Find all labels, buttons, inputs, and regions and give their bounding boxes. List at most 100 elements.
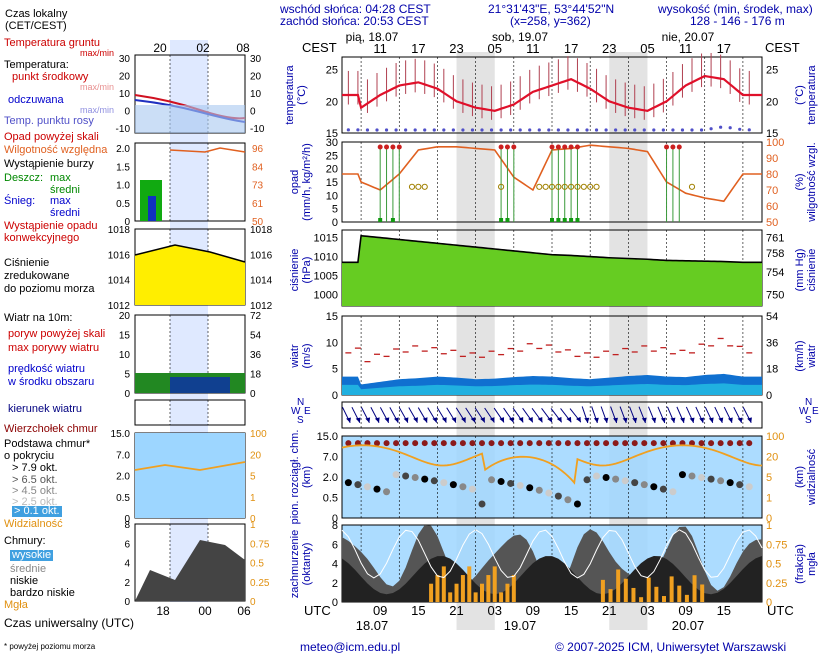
legend-temp-ground: Temperatura gruntu <box>4 37 100 49</box>
wind-arrow-head <box>422 417 428 423</box>
wind-arrow-head <box>747 417 752 423</box>
wind-direction-arrow <box>474 407 486 423</box>
temp-ylabel: temperatura (°C) <box>284 64 308 124</box>
dew-point-dot <box>709 127 713 131</box>
wind-direction-arrow <box>610 406 618 424</box>
wind-arrow-shaft <box>465 407 476 423</box>
cl-ytick: 0 <box>332 597 338 609</box>
legend-prec-tick-l: 0.5 <box>116 199 130 210</box>
footer-email[interactable]: meteo@icm.edu.pl <box>300 640 401 654</box>
cloud-top-dot <box>498 440 505 447</box>
dew-point-dot <box>480 128 484 132</box>
fog-bar <box>435 575 440 602</box>
precip-over-marker <box>511 144 517 150</box>
temp-ylabel-line: (°C) <box>296 85 308 105</box>
storm-marker <box>587 183 594 190</box>
temp-ylabel-right-line: (°C) <box>794 85 806 105</box>
wind-ytick-right: 0 <box>766 390 772 402</box>
legend-pres-tick-l: 1018 <box>108 225 131 236</box>
legend-temp-tick-l: 10 <box>119 89 131 100</box>
legend-prec-tick-r: 61 <box>252 199 264 210</box>
footer-copyright: © 2007-2025 ICM, Uniwersytet Warszawski <box>555 640 787 654</box>
legend-cb-tick-r: 5 <box>250 472 256 483</box>
wind-arrow-shaft <box>569 408 582 423</box>
wind-arrow-shaft <box>455 407 466 423</box>
utc-date: 19.07 <box>504 618 537 633</box>
cloud-base-dot <box>402 472 410 480</box>
humidity-ytick: 60 <box>766 201 778 213</box>
utc-tick: 03 <box>487 603 501 618</box>
wind-arrow-shaft <box>484 407 495 423</box>
wind-direction-arrow <box>341 406 351 424</box>
utc-label-left: UTC <box>304 603 331 618</box>
legend-rain-max: max <box>50 172 71 184</box>
wind-arrow-head <box>680 417 685 423</box>
legend-cl-tick-r: 0.75 <box>250 539 270 550</box>
cloud-low-area <box>342 556 762 602</box>
legend-cl-vlow: bardzo niskie <box>10 587 75 599</box>
legend-local-tick: 02 <box>196 41 210 55</box>
dew-point-dot <box>413 128 417 132</box>
cloud-top-dot <box>412 440 419 447</box>
cloud-base-dot <box>707 475 715 483</box>
wind-direction-arrow <box>446 407 457 423</box>
wind-direction-arrow <box>695 406 705 424</box>
temp-ytick-right: 15 <box>766 128 778 140</box>
legend-wind-tick-r: 72 <box>250 311 262 322</box>
cloud-top-dot <box>574 440 581 447</box>
precip-over-marker <box>390 144 396 150</box>
wind-ylabel-right-line: wiatr <box>806 344 818 369</box>
legend-snow: Śnieg: <box>4 195 36 207</box>
cloud-base-dot <box>488 476 496 484</box>
wind-arrow-head <box>556 416 562 423</box>
wind-arrow-shaft <box>398 407 409 423</box>
temp-ytick-left: 20 <box>326 96 338 108</box>
wind-ytick-left: 10 <box>326 337 338 349</box>
wind-arrow-shaft <box>695 406 704 424</box>
wind-direction-arrow <box>455 407 466 423</box>
dew-point-dot <box>690 128 694 132</box>
legend-dew-area <box>135 105 245 133</box>
cl-ytick: 2 <box>332 578 338 590</box>
storm-marker <box>688 183 696 190</box>
legend-utc-tick: 18 <box>156 604 170 618</box>
wind-arrow-shaft <box>503 407 514 423</box>
wind-arrow-shaft <box>493 407 505 423</box>
dew-point-dot <box>575 128 580 132</box>
wind-arrow-shaft <box>629 406 637 424</box>
legend-prec-tick-l: 1.5 <box>116 162 130 173</box>
press-ytick-left: 1000 <box>314 290 338 302</box>
humidity-ylabel-line: wilgotność wzgl. <box>806 142 818 222</box>
legend-gust-over: poryw powyżej skali <box>8 328 106 340</box>
precip-over-marker <box>549 144 555 150</box>
fog-bar <box>511 575 516 602</box>
fog-bar <box>492 566 497 602</box>
wind-arrow-shaft <box>742 407 752 423</box>
fog-bar <box>480 583 484 602</box>
cloud-top-dot <box>593 440 600 447</box>
wind-arrow-head <box>737 417 743 423</box>
wind-ylabel-right-line: (km/h) <box>794 340 806 371</box>
wind-arrow-shaft <box>427 407 438 423</box>
cb-ytick: 0 <box>332 513 338 525</box>
legend-wind-dir: kierunek wiatru <box>8 403 82 415</box>
precip-mean-bar <box>562 218 567 222</box>
cloud-top-dot <box>479 440 485 447</box>
legend-cb-tick-l: 15.0 <box>111 429 131 440</box>
legend-temp-tick-r: 0 <box>250 107 256 118</box>
wind-arrow-head <box>508 417 514 423</box>
precip-ytick: 15 <box>326 177 338 189</box>
cloud-base-dot <box>745 483 753 491</box>
temp-ytick-left: 25 <box>326 65 338 77</box>
legend-frame-prec <box>134 142 246 222</box>
press-ytick-right: 758 <box>766 248 784 260</box>
panel-frame-temp <box>341 56 763 134</box>
cloud-base-dot <box>583 476 591 484</box>
altitude-values: 128 - 146 - 176 m <box>690 14 785 28</box>
cloud-top-dot <box>545 440 552 447</box>
wind-direction-arrow <box>408 407 418 423</box>
dew-point-dot <box>671 128 675 132</box>
compass-right: N <box>805 397 812 408</box>
wind-core-area <box>342 383 762 395</box>
wind-direction-arrow <box>389 407 399 423</box>
